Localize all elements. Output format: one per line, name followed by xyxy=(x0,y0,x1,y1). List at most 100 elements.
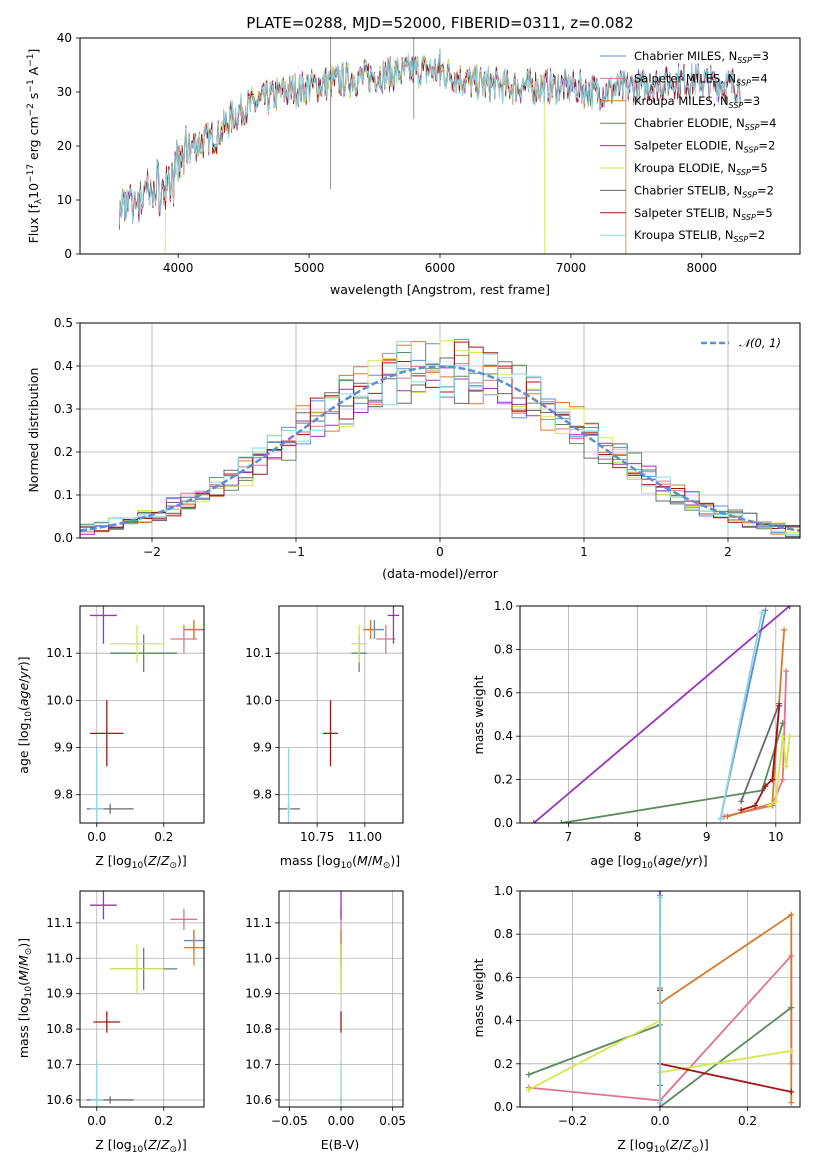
massweight-vs-Z-ytick-label: 0.2 xyxy=(494,1057,513,1071)
legend-label-sub: SSP xyxy=(737,56,752,65)
histogram-xtick-label: −1 xyxy=(287,545,305,559)
legend-label-main: Salpeter ELODIE, N xyxy=(634,139,744,153)
massweight-vs-age-xtick-label: 9 xyxy=(703,830,711,844)
mass-vs-Z-ytick-label: 10.6 xyxy=(46,1093,73,1107)
age-vs-mass-xtick-label: 10.75 xyxy=(300,830,334,844)
massweight-vs-age-ytick-label: 0.4 xyxy=(494,729,513,743)
massweight-vs-age-series-4 xyxy=(533,606,791,823)
legend-label-sub: SSP xyxy=(734,235,749,244)
massweight-vs-age-marker-7 xyxy=(776,702,783,709)
age-vs-mass-xtick-label: 11.00 xyxy=(348,830,382,844)
gaussian-curve xyxy=(80,365,800,532)
histogram-xlabel: (data-model)/error xyxy=(382,566,499,581)
massweight-vs-age-series-6 xyxy=(740,703,781,802)
massweight-vs-Z-series-2 xyxy=(659,913,793,1103)
mass-vs-EBV-xtick-label: 0.05 xyxy=(379,1114,406,1128)
massweight-vs-age-panel: 7 8 9 10 0.0 0.2 0.4 0.6 0.8 1.0 xyxy=(494,599,801,844)
histogram-ytick-label: 0.1 xyxy=(54,488,73,502)
legend-label-main: Kroupa ELODIE, N xyxy=(634,161,736,175)
massweight-vs-age-marker-5 xyxy=(786,733,793,740)
mass-vs-EBV-ytick-label: 10.6 xyxy=(245,1093,272,1107)
legend-label-tail: =2 xyxy=(748,228,765,242)
massweight-vs-age-marker-3 xyxy=(779,720,786,727)
legend-label-7: Salpeter STELIB, NSSP=5 xyxy=(634,206,773,222)
age-vs-Z-ytick-label: 9.9 xyxy=(54,741,73,755)
mass-vs-Z-ytick-label: 11.1 xyxy=(46,916,73,930)
mass-vs-EBV-xlabel: E(B-V) xyxy=(321,1137,360,1152)
mass-vs-EBV-ytick-label: 11.1 xyxy=(245,916,272,930)
massweight-vs-age-marker-2 xyxy=(724,813,731,820)
age-vs-mass-xlabel: mass [log10(M/M⊙)] xyxy=(280,853,400,871)
mass-vs-EBV-ticks: −0.05 0.00 0.05 10.6 10.7 10.8 10.9 11.0 11.1 xyxy=(245,916,406,1128)
legend-label-2: Kroupa MILES, NSSP=3 xyxy=(634,94,760,110)
spectrum-ylabel: Flux [fλ10−17 erg cm−2 s−1 A−1] xyxy=(26,49,44,244)
legend-label-tail: =4 xyxy=(751,71,768,85)
massweight-vs-age-marker-6 xyxy=(738,798,745,805)
spectrum-model-8 xyxy=(118,52,741,226)
massweight-vs-age-marker-5 xyxy=(779,733,786,740)
mass-vs-Z-panel: 0.0 0.2 10.6 10.7 10.8 10.9 11.0 11.1 xyxy=(46,890,205,1128)
massweight-vs-age-axes-frame xyxy=(519,605,801,824)
massweight-vs-Z-marker-5 xyxy=(525,1086,532,1093)
mass-vs-EBV-ytick-label: 10.8 xyxy=(245,1022,272,1036)
age-vs-Z-ylabel: age [log10(age/yr)] xyxy=(16,656,34,773)
massweight-vs-age-marker-5 xyxy=(765,802,772,809)
legend-label-tail: =4 xyxy=(760,116,777,130)
massweight-vs-Z-series-7 xyxy=(659,990,792,1093)
massweight-vs-age-xtick-label: 8 xyxy=(634,830,642,844)
mass-vs-Z-points xyxy=(86,891,204,1107)
histogram-legend: 𝒩(0, 1) xyxy=(701,336,781,350)
age-vs-Z-ytick-label: 9.8 xyxy=(54,788,73,802)
massweight-vs-age-marker-5 xyxy=(772,798,779,805)
age-vs-Z-xtick-label: 0.2 xyxy=(154,830,173,844)
massweight-vs-age-marker-4 xyxy=(530,820,537,823)
massweight-vs-Z-panel: −0.2 0.0 0.2 0.0 0.2 0.4 0.6 0.8 1.0 xyxy=(494,884,801,1128)
histogram-ytick-label: 0.3 xyxy=(54,402,73,416)
massweight-vs-age-ytick-label: 0.8 xyxy=(494,642,513,656)
mass-vs-Z-ylabel: mass [log10(M/M⊙)] xyxy=(16,938,34,1058)
massweight-vs-age-marker-7 xyxy=(762,783,769,790)
spectrum-ytick-label: 20 xyxy=(57,139,72,153)
mass-vs-EBV-ytick-label: 10.9 xyxy=(245,987,272,1001)
legend-label-main: Chabrier MILES, N xyxy=(634,49,737,63)
spectrum-xtick-label: 5000 xyxy=(294,261,325,275)
massweight-vs-age-ytick-label: 1.0 xyxy=(494,599,513,613)
spectrum-ytick-label: 30 xyxy=(57,85,72,99)
age-vs-mass-ticks: 10.75 11.00 9.8 9.9 10.0 10.1 xyxy=(245,646,382,844)
legend-label-main: Kroupa STELIB, N xyxy=(634,228,734,242)
massweight-vs-age-series-8 xyxy=(719,612,763,819)
massweight-vs-age-xtick-label: 7 xyxy=(565,830,573,844)
spectrum-xtick-label: 7000 xyxy=(556,261,587,275)
massweight-vs-Z-marker-3 xyxy=(788,1004,795,1011)
spectrum-panel: 4000 5000 6000 7000 8000 0 10 20 30 40 wavelength… xyxy=(26,31,801,297)
gaussian-legend-label: 𝒩(0, 1) xyxy=(739,336,781,350)
massweight-vs-age-marker-8 xyxy=(717,815,724,822)
massweight-vs-Z-xtick-label: −0.2 xyxy=(558,1114,587,1128)
histogram-ylabel: Normed distribution xyxy=(26,368,41,493)
age-vs-Z-ytick-label: 10.1 xyxy=(46,646,73,660)
legend-label-sub: SSP xyxy=(736,168,751,177)
histogram-steps xyxy=(80,338,800,538)
massweight-vs-Z-ytick-label: 0.4 xyxy=(494,1014,513,1028)
legend-label-0: Chabrier MILES, NSSP=3 xyxy=(634,49,769,65)
massweight-vs-age-marker-7 xyxy=(738,806,745,813)
legend-label-main: Salpeter MILES, N xyxy=(634,71,736,85)
massweight-vs-Z-ytick-label: 0.0 xyxy=(494,1100,513,1114)
massweight-vs-age-marker-7 xyxy=(769,776,776,783)
mass-vs-Z-ytick-label: 11.0 xyxy=(46,951,73,965)
mass-vs-Z-ticks: 0.0 0.2 10.6 10.7 10.8 10.9 11.0 11.1 xyxy=(46,916,173,1128)
legend-label-3: Chabrier ELODIE, NSSP=4 xyxy=(634,116,776,132)
histogram-panel: −2 −1 0 1 2 0.0 0.1 0.2 0.3 0.4 0.5 (data-model)/e… xyxy=(26,316,801,581)
age-vs-Z-points xyxy=(86,606,204,823)
mass-vs-Z-ytick-label: 10.7 xyxy=(46,1058,73,1072)
legend-label-1: Salpeter MILES, NSSP=4 xyxy=(634,71,768,87)
legend-label-sub: SSP xyxy=(744,146,759,155)
massweight-vs-Z-marker-8 xyxy=(657,1099,663,1106)
massweight-vs-age-marker-2 xyxy=(781,626,788,633)
massweight-vs-age-marker-8 xyxy=(758,609,765,616)
legend-label-tail: =2 xyxy=(757,183,774,197)
histogram-xtick-label: 0 xyxy=(436,545,444,559)
histogram-ytick-label: 0.0 xyxy=(54,531,73,545)
